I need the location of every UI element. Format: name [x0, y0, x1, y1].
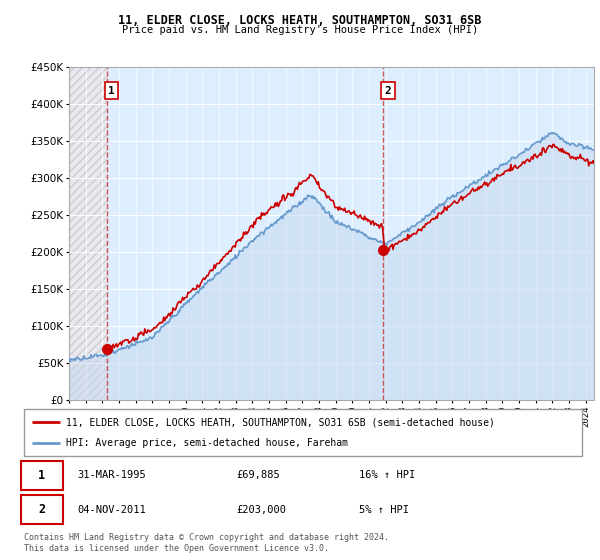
Text: 2: 2 [385, 86, 391, 96]
FancyBboxPatch shape [21, 461, 63, 490]
Text: £203,000: £203,000 [236, 505, 286, 515]
Text: Contains HM Land Registry data © Crown copyright and database right 2024.
This d: Contains HM Land Registry data © Crown c… [24, 533, 389, 553]
Text: 5% ↑ HPI: 5% ↑ HPI [359, 505, 409, 515]
Text: 31-MAR-1995: 31-MAR-1995 [77, 470, 146, 480]
Text: 2: 2 [38, 503, 46, 516]
Text: 1: 1 [38, 469, 46, 482]
Text: 1: 1 [108, 86, 115, 96]
Text: HPI: Average price, semi-detached house, Fareham: HPI: Average price, semi-detached house,… [66, 438, 348, 448]
Text: 04-NOV-2011: 04-NOV-2011 [77, 505, 146, 515]
Bar [107, 67, 594, 400]
Text: 11, ELDER CLOSE, LOCKS HEATH, SOUTHAMPTON, SO31 6SB: 11, ELDER CLOSE, LOCKS HEATH, SOUTHAMPTO… [118, 14, 482, 27]
Text: £69,885: £69,885 [236, 470, 280, 480]
Text: Price paid vs. HM Land Registry's House Price Index (HPI): Price paid vs. HM Land Registry's House … [122, 25, 478, 35]
Text: 11, ELDER CLOSE, LOCKS HEATH, SOUTHAMPTON, SO31 6SB (semi-detached house): 11, ELDER CLOSE, LOCKS HEATH, SOUTHAMPTO… [66, 417, 495, 427]
Text: 16% ↑ HPI: 16% ↑ HPI [359, 470, 415, 480]
Bar [69, 67, 107, 400]
FancyBboxPatch shape [24, 409, 582, 456]
FancyBboxPatch shape [21, 495, 63, 524]
